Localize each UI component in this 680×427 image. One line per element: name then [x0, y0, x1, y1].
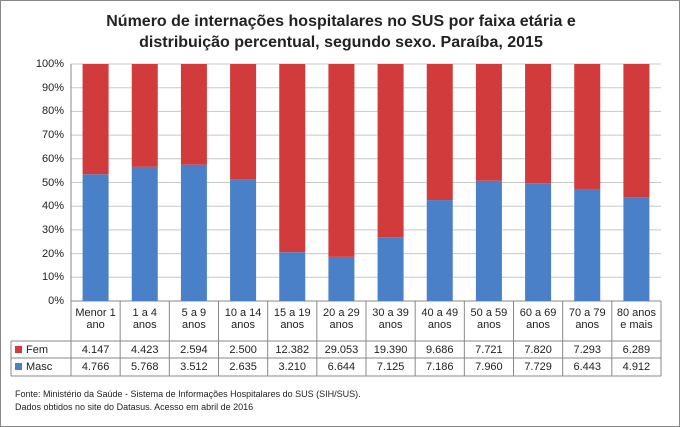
- bar-segment: [574, 64, 601, 190]
- y-tick-label: 0%: [48, 295, 64, 307]
- bar-segment: [230, 64, 257, 180]
- bar-segment: [623, 197, 650, 301]
- y-tick-label: 80%: [41, 105, 64, 118]
- bar-segment: [180, 64, 207, 165]
- legend-label: Masc: [26, 361, 53, 373]
- bar-segment: [82, 64, 109, 175]
- table-value: 4.147: [81, 344, 110, 356]
- table-value: 6.289: [622, 344, 651, 356]
- table-value: 2.500: [229, 344, 257, 356]
- note: Dados obtidos no site do Datasus. Acesso…: [15, 402, 254, 412]
- y-tick-label: 50%: [41, 176, 64, 189]
- y-tick-label: 70%: [41, 129, 64, 142]
- table-value: 2.635: [229, 361, 257, 373]
- x-tick-label: 5 a 9 anos: [181, 307, 207, 331]
- source: Fonte: Ministério da Saúde - Sistema de …: [15, 389, 361, 399]
- bar-segment: [82, 174, 109, 301]
- table-value: 4.912: [622, 361, 651, 373]
- table-value: 3.512: [180, 361, 208, 373]
- x-tick-label: Menor 1 ano: [75, 307, 116, 331]
- bar-segment: [328, 256, 355, 301]
- x-tick-label: 15 a 19 anos: [273, 307, 311, 331]
- bar-segment: [525, 64, 552, 184]
- y-tick-label: 10%: [41, 271, 64, 284]
- y-tick-label: 60%: [41, 152, 64, 165]
- y-tick-label: 100%: [35, 58, 64, 70]
- table-value: 6.443: [573, 361, 602, 373]
- bar-segment: [131, 64, 158, 167]
- table-value: 7.125: [376, 361, 405, 373]
- bar-segment: [131, 166, 158, 301]
- bar-segment: [574, 189, 601, 301]
- table-value: 2.594: [180, 344, 208, 356]
- y-tick-label: 30%: [41, 223, 64, 236]
- bar-segment: [623, 64, 650, 198]
- table-value: 9.686: [425, 344, 454, 356]
- bar-segment: [279, 64, 306, 253]
- table-value: 4.766: [81, 361, 110, 373]
- x-tick-label: 60 a 69 anos: [519, 307, 557, 331]
- y-tick-label: 90%: [41, 81, 64, 94]
- legend-label: Fem: [26, 344, 48, 356]
- x-tick-label: 40 a 49 anos: [421, 307, 459, 331]
- table-value: 7.293: [573, 344, 602, 356]
- table-value: 12.382: [275, 344, 310, 356]
- table-value: 6.644: [327, 361, 356, 373]
- bar-segment: [426, 64, 453, 201]
- bar-segment: [328, 64, 355, 257]
- table-value: 7.729: [524, 361, 552, 373]
- legend-swatch: [15, 363, 22, 370]
- bar-segment: [426, 200, 453, 301]
- x-tick-label: 30 a 39 anos: [372, 307, 409, 331]
- bar-segment: [475, 64, 502, 181]
- table-value: 19.390: [373, 344, 408, 356]
- table-value: 4.423: [130, 344, 159, 356]
- x-tick-label: 50 a 59 anos: [470, 307, 508, 331]
- x-tick-label: 10 a 14 anos: [224, 307, 262, 331]
- table-value: 7.186: [425, 361, 454, 373]
- legend-swatch: [15, 346, 22, 353]
- table-value: 3.210: [278, 361, 307, 373]
- table-value: 7.721: [475, 344, 503, 356]
- bar-segment: [180, 164, 207, 301]
- y-tick-label: 40%: [41, 200, 64, 213]
- y-tick-label: 20%: [41, 247, 64, 260]
- x-tick-label: 20 a 29 anos: [323, 307, 360, 331]
- table-value: 5.768: [130, 361, 159, 373]
- bar-segment: [525, 183, 552, 301]
- table-value: 7.960: [475, 361, 503, 373]
- bar-segment: [279, 252, 306, 301]
- table-value: 29.053: [324, 344, 359, 356]
- chart-title: Número de internações hospitalares no SU…: [106, 13, 576, 51]
- bar-segment: [230, 179, 257, 301]
- x-tick-label: 1 a 4 anos: [132, 307, 157, 331]
- table-value: 7.820: [524, 344, 552, 356]
- x-tick-label: 70 a 79 anos: [568, 307, 606, 331]
- x-tick-label: 80 anos e mais: [616, 307, 656, 331]
- bar-segment: [475, 180, 502, 301]
- bar-segment: [377, 237, 404, 301]
- bar-segment: [377, 64, 404, 238]
